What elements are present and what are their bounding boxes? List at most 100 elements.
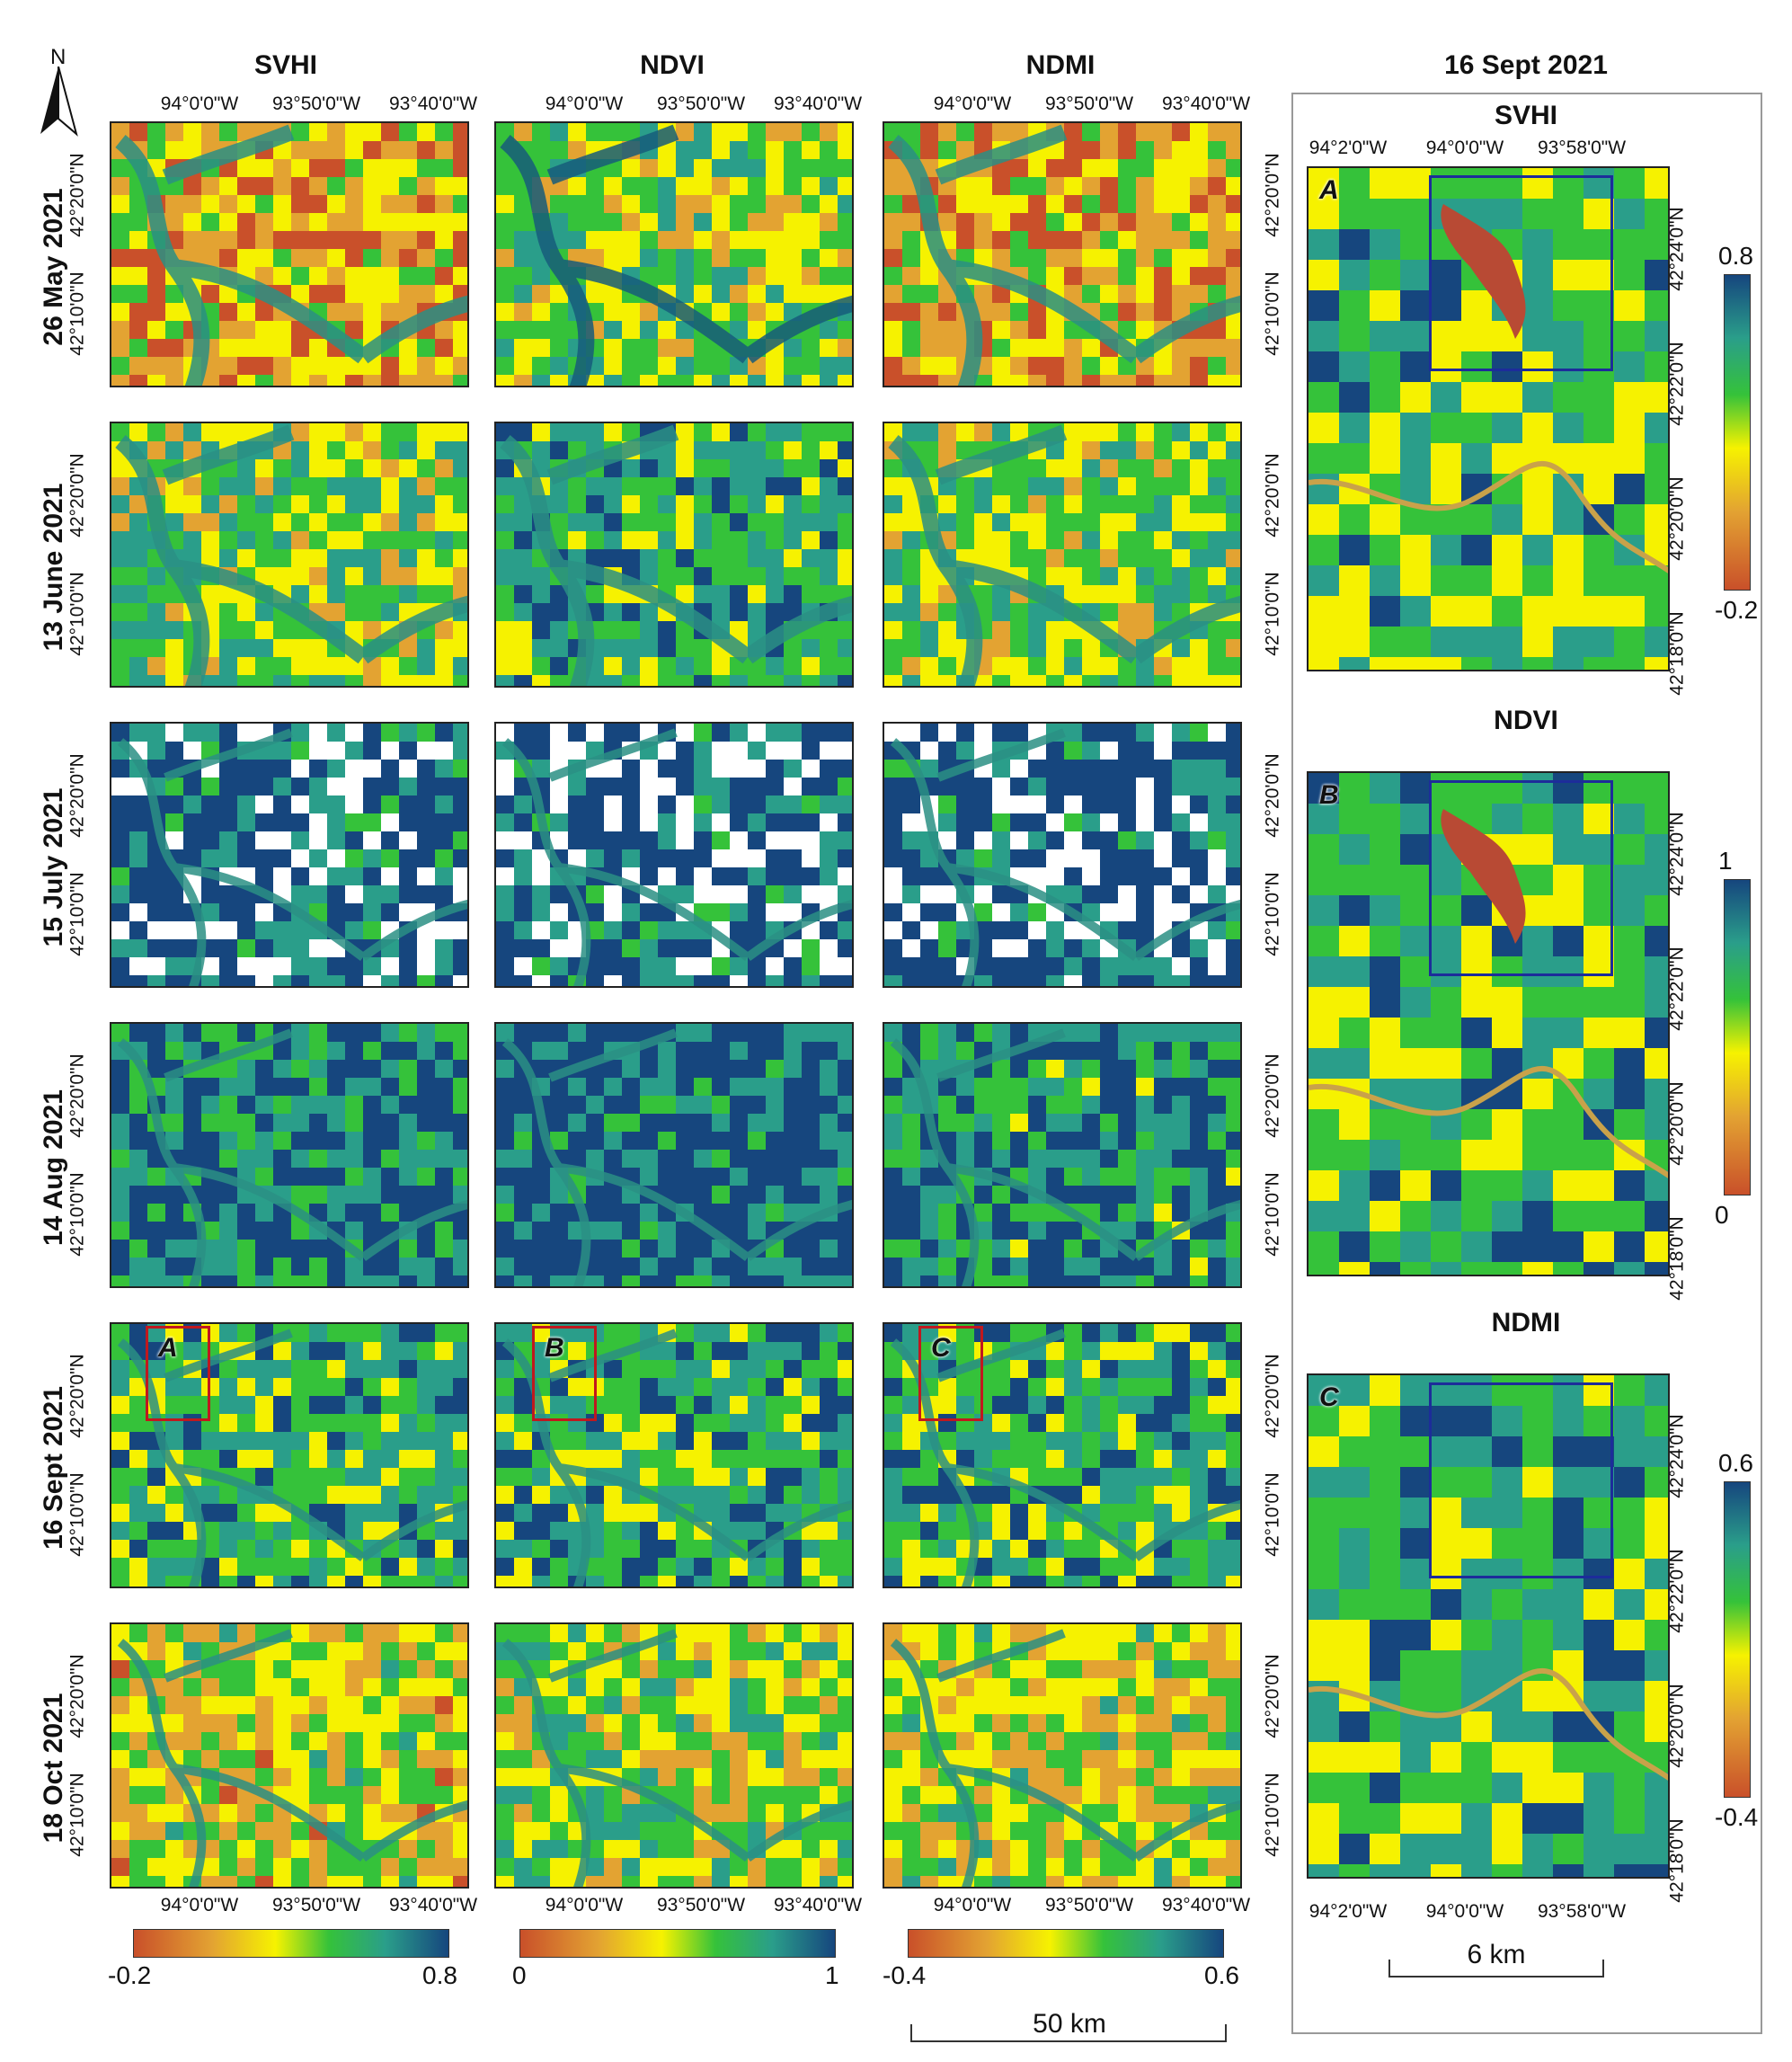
right-lat-tick-label: 42°24'0"N [1666, 207, 1688, 291]
map-raster-icon [496, 423, 852, 686]
map-raster-icon [884, 724, 1240, 986]
inset-box-a [146, 1326, 210, 1421]
inset-box-c [918, 1326, 983, 1421]
row-label-july: 15 July 2021 [39, 787, 68, 947]
scale-bar-6km [1388, 1960, 1604, 1978]
right-map-raster-icon [1309, 1375, 1668, 1877]
lat-tick-label: 42°20'0"N [67, 453, 88, 538]
zoom-extent-box [1429, 780, 1613, 976]
map-raster-icon [884, 123, 1240, 386]
map-ndmi-4 [883, 1322, 1242, 1588]
map-raster-icon [496, 724, 852, 986]
colorbar-ndvi-max: 1 [825, 1961, 839, 1989]
map-ndvi-4 [494, 1322, 854, 1588]
column-title-svhi: SVHI [253, 50, 318, 80]
map-ndmi-1 [883, 422, 1242, 688]
right-colorbar-min: -0.2 [1715, 596, 1759, 624]
lat-tick-label: 42°20'0"N [67, 753, 88, 838]
row-label-sept: 16 Sept 2021 [39, 1386, 68, 1550]
map-raster-icon [496, 1024, 852, 1286]
row-label-june: 13 June 2021 [39, 483, 68, 652]
lat-tick-label: 42°10'0"N [67, 872, 88, 956]
right-colorbar-max: 1 [1718, 847, 1733, 875]
colorbar-ndmi [908, 1929, 1224, 1958]
right-lon-tick-label-top: 93°58'0"W [1537, 138, 1627, 158]
right-lat-tick-label: 42°20'0"N [1666, 1684, 1688, 1768]
right-lat-tick-label: 42°20'0"N [1666, 1081, 1688, 1166]
right-lat-tick-label: 42°18'0"N [1666, 1818, 1688, 1903]
map-ndmi-2 [883, 722, 1242, 988]
map-ndvi-1 [494, 422, 854, 688]
lat-tick-label: 42°10'0"N [1262, 1472, 1283, 1557]
right-map-ndmi [1307, 1373, 1670, 1879]
scale-bar-6km-label: 6 km [1467, 1940, 1526, 1969]
map-raster-icon [884, 1624, 1240, 1887]
colorbar-ndmi-max: 0.6 [1204, 1961, 1239, 1989]
lon-tick-label-top: 93°50'0"W [271, 93, 361, 114]
right-colorbar-ndvi [1724, 879, 1751, 1195]
right-lat-tick-label: 42°22'0"N [1666, 342, 1688, 426]
zoom-extent-box [1429, 1382, 1613, 1578]
north-label: N [50, 45, 67, 69]
inset-letter-a: A [158, 1333, 178, 1363]
map-raster-icon [111, 724, 467, 986]
lon-tick-label-top: 94°0'0"W [933, 93, 1012, 114]
map-svhi-3 [110, 1022, 469, 1288]
right-colorbar-min: -0.4 [1715, 1803, 1759, 1831]
map-raster-icon [884, 423, 1240, 686]
map-svhi-5 [110, 1622, 469, 1889]
lat-tick-label: 42°10'0"N [1262, 872, 1283, 956]
right-colorbar-min: 0 [1715, 1201, 1729, 1229]
right-map-svhi [1307, 166, 1670, 671]
lon-tick-label-bottom: 94°0'0"W [160, 1895, 239, 1915]
map-raster-icon [111, 1024, 467, 1286]
map-svhi-2 [110, 722, 469, 988]
lat-tick-label: 42°20'0"N [67, 1053, 88, 1138]
lon-tick-label-top: 93°40'0"W [1161, 93, 1251, 114]
scale-bar-50km-label: 50 km [1033, 2009, 1106, 2039]
right-lon-tick-label-bottom: 94°2'0"W [1309, 1901, 1388, 1922]
lon-tick-label-top: 94°0'0"W [160, 93, 239, 114]
map-svhi-4 [110, 1322, 469, 1588]
right-colorbar-max: 0.6 [1718, 1449, 1753, 1477]
lat-tick-label: 42°10'0"N [1262, 1773, 1283, 1857]
column-title-ndvi: NDVI [640, 50, 705, 80]
lon-tick-label-top: 93°50'0"W [656, 93, 746, 114]
map-svhi-1 [110, 422, 469, 688]
right-map-title-ndmi: NDMI [1491, 1308, 1561, 1338]
lat-tick-label: 42°20'0"N [1262, 1354, 1283, 1438]
lon-tick-label-bottom: 93°50'0"W [656, 1895, 746, 1915]
map-raster-icon [496, 1324, 852, 1586]
right-lat-tick-label: 42°18'0"N [1666, 1216, 1688, 1301]
right-panel [1291, 93, 1762, 2034]
lat-tick-label: 42°20'0"N [1262, 753, 1283, 838]
right-map-letter-b: B [1319, 780, 1339, 810]
lon-tick-label-top: 93°40'0"W [388, 93, 478, 114]
right-map-letter-a: A [1319, 175, 1339, 205]
lat-tick-label: 42°10'0"N [67, 572, 88, 656]
colorbar-ndvi-min: 0 [512, 1961, 527, 1989]
column-title-ndmi: NDMI [1025, 50, 1096, 80]
row-label-aug: 14 Aug 2021 [39, 1089, 68, 1246]
right-lat-tick-label: 42°22'0"N [1666, 947, 1688, 1031]
right-map-ndvi [1307, 771, 1670, 1276]
lat-tick-label: 42°10'0"N [1262, 1172, 1283, 1257]
lon-tick-label-bottom: 93°50'0"W [1044, 1895, 1134, 1915]
map-raster-icon [111, 1324, 467, 1586]
lat-tick-label: 42°20'0"N [67, 1654, 88, 1738]
lat-tick-label: 42°10'0"N [1262, 572, 1283, 656]
map-raster-icon [111, 123, 467, 386]
lon-tick-label-bottom: 94°0'0"W [545, 1895, 624, 1915]
lon-tick-label-bottom: 94°0'0"W [933, 1895, 1012, 1915]
map-ndvi-5 [494, 1622, 854, 1889]
map-ndmi-3 [883, 1022, 1242, 1288]
lon-tick-label-bottom: 93°40'0"W [1161, 1895, 1251, 1915]
map-svhi-0 [110, 121, 469, 387]
map-ndmi-5 [883, 1622, 1242, 1889]
lon-tick-label-bottom: 93°50'0"W [271, 1895, 361, 1915]
scale-bar-50km [910, 2024, 1227, 2042]
row-label-oct: 18 Oct 2021 [39, 1693, 68, 1844]
right-colorbar-ndmi [1724, 1481, 1751, 1798]
zoom-extent-box [1429, 175, 1613, 371]
colorbar-svhi-min: -0.2 [108, 1961, 152, 1989]
